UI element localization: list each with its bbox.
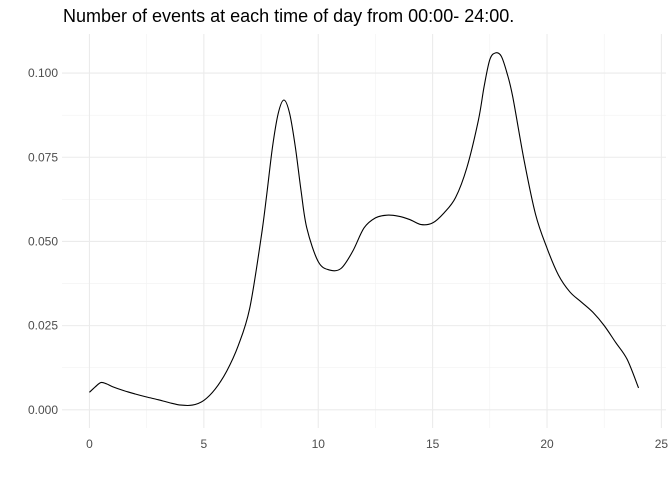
y-tick-label: 0.075 [28,150,58,164]
x-tick-label: 0 [86,437,93,451]
y-tick-label: 0.000 [28,403,58,417]
y-tick-label: 0.025 [28,319,58,333]
x-tick-label: 10 [312,437,326,451]
density-line [89,52,640,407]
x-tick-label: 20 [540,437,554,451]
chart-title: Number of events at each time of day fro… [63,6,515,26]
grid [62,34,666,428]
y-tick-label: 0.050 [28,234,58,248]
x-tick-label: 15 [426,437,440,451]
axis-tick-labels: 0 5 10 15 20 25 0.000 0.025 0.050 0.075 0.100 [28,66,668,451]
y-tick-label: 0.100 [28,66,58,80]
series-layer [89,52,640,407]
x-tick-label: 5 [201,437,208,451]
x-tick-label: 25 [655,437,669,451]
